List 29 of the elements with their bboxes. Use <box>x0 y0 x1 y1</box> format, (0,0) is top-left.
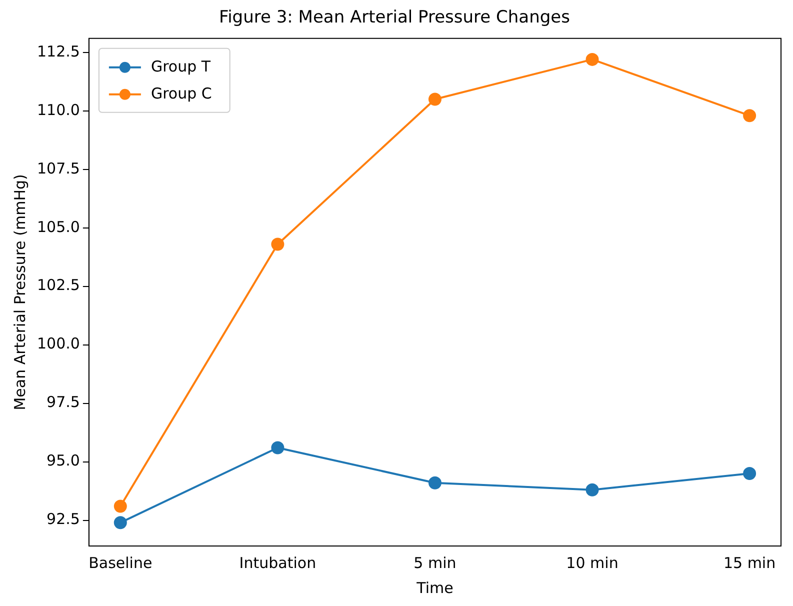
point <box>271 441 284 454</box>
point <box>271 238 284 251</box>
legend-label: Group T <box>150 57 212 76</box>
point <box>586 52 599 66</box>
point <box>114 500 127 513</box>
y-tick-label: 95.0 <box>46 452 80 470</box>
y-tick-label: 92.5 <box>46 510 80 528</box>
x-tick-label: Baseline <box>88 554 152 572</box>
x-tick-label: 15 min <box>723 554 776 572</box>
x-axis-title: Time <box>416 578 454 597</box>
y-tick-label: 97.5 <box>46 393 80 412</box>
point <box>743 466 756 480</box>
y-tick-label: 107.5 <box>36 159 80 178</box>
legend-label: Group C <box>150 84 212 102</box>
point <box>428 476 442 490</box>
chart-title: Figure 3: Mean Arterial Pressure Changes <box>219 8 570 28</box>
y-tick-label: 112.5 <box>36 42 80 60</box>
point <box>586 483 599 496</box>
point <box>743 109 756 122</box>
x-tick-label: 10 min <box>566 554 618 572</box>
x-tick-label: 5 min <box>414 554 456 572</box>
y-tick-label: 110.0 <box>36 100 80 119</box>
point <box>428 92 442 106</box>
y-tick-label: 105.0 <box>36 218 80 236</box>
x-tick-label: Intubation <box>239 554 316 572</box>
y-tick-label: 102.5 <box>36 276 80 294</box>
point <box>114 516 127 530</box>
y-axis-title: Mean Arterial Pressure (mmHg) <box>10 174 29 410</box>
y-tick-label: 100.0 <box>36 334 80 353</box>
